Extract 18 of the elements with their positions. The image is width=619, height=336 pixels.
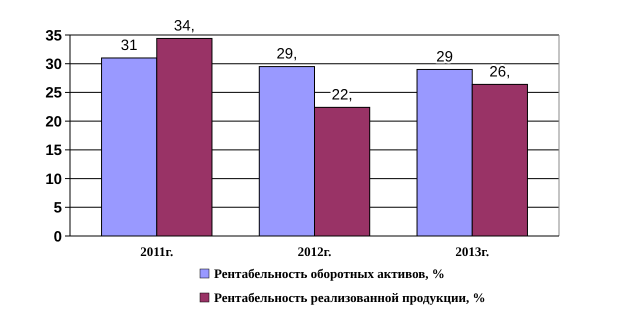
data-label: 31 [120,36,138,54]
data-label: 34, [174,17,195,34]
y-tick-label: 15 [45,142,62,160]
y-tick-label: 35 [45,27,62,44]
data-label: 29, [276,46,298,63]
y-tick-label: 10 [45,170,62,188]
legend-label: Рентабельность реализованной продукции, % [214,290,486,305]
y-tick-label: 25 [45,84,62,102]
y-tick-label: 30 [45,56,62,73]
data-label: 29 [436,48,453,66]
x-tick-label: 2011г. [140,244,174,259]
y-tick-label: 20 [45,113,62,130]
legend-label: Рентабельность оборотных активов, % [214,266,445,281]
data-label: 26, [489,63,510,80]
y-tick-label: 5 [54,200,62,217]
x-tick-label: 2012г. [298,244,332,259]
y-tick-label: 0 [54,228,62,246]
x-tick-label: 2013г. [455,244,490,259]
